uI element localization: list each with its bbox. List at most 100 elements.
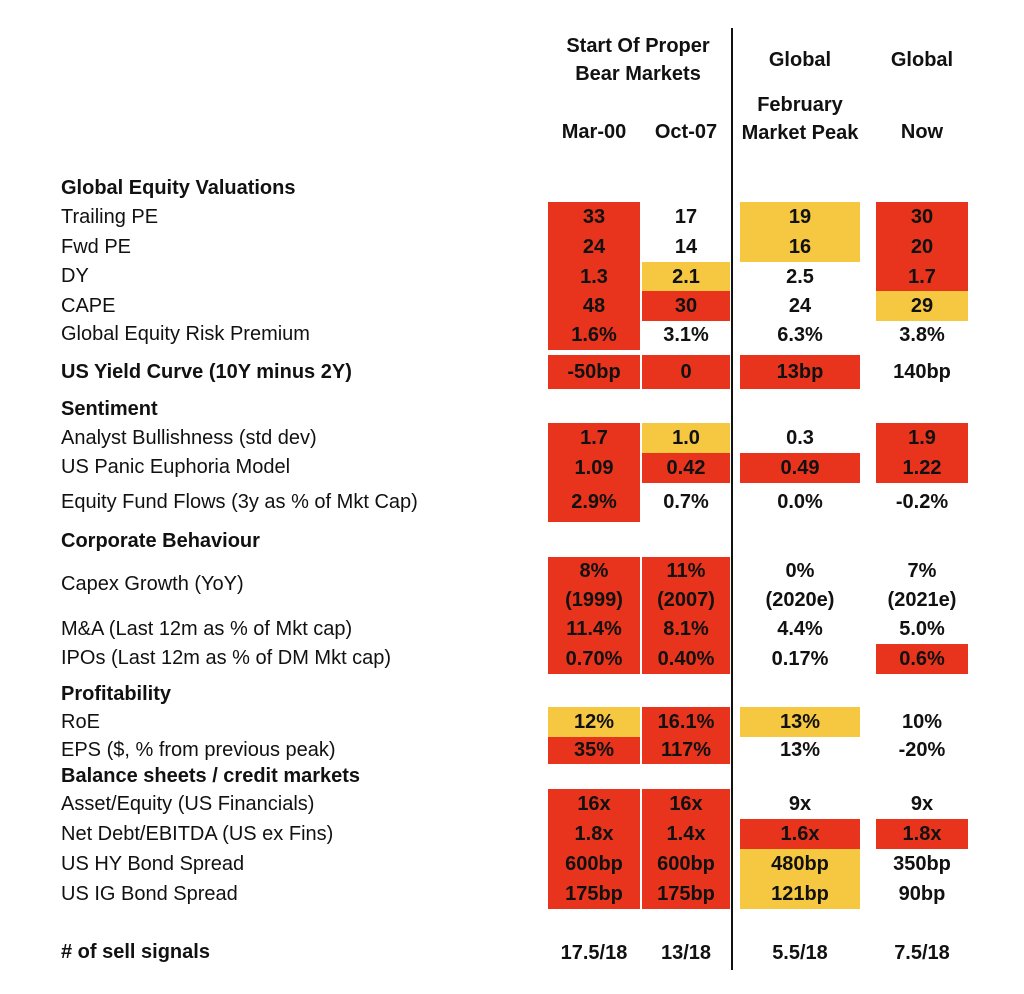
dy-cell-0: 1.3 bbox=[548, 262, 640, 292]
fund-flows-cell-3: -0.2% bbox=[895, 491, 949, 513]
section-valuations: Global Equity Valuations bbox=[61, 177, 296, 199]
section-sentiment: Sentiment bbox=[61, 398, 158, 420]
analyst-cell-2: 0.3 bbox=[786, 426, 814, 449]
roe-cell-3: 10% bbox=[901, 710, 943, 733]
header-group-global-2: Global bbox=[890, 49, 954, 71]
panic-cell-2: 0.49 bbox=[740, 453, 860, 483]
cell-subvalue: (1999) bbox=[565, 589, 623, 611]
capex-cell-1: 11% (2007) bbox=[642, 557, 730, 615]
analyst-cell-3: 1.9 bbox=[876, 423, 968, 453]
row-label: US Panic Euphoria Model bbox=[61, 456, 291, 478]
yield-curve-cell-3: 140bp bbox=[893, 360, 951, 383]
capex-cell-3: 7% (2021e) bbox=[876, 557, 968, 615]
cape-cell-2: 24 bbox=[788, 294, 812, 317]
ma-cell-1: 8.1% bbox=[642, 615, 730, 644]
analyst-cell-1: 1.0 bbox=[642, 423, 730, 453]
trailing-pe-cell-1: 17 bbox=[674, 205, 698, 228]
dy-cell-3: 1.7 bbox=[876, 262, 968, 292]
row-label: Net Debt/EBITDA (US ex Fins) bbox=[61, 823, 334, 845]
cell-value: 8% bbox=[579, 560, 609, 582]
erp-cell-2: 6.3% bbox=[777, 323, 823, 346]
sell-signals-cell-0: 17.5/18 bbox=[560, 941, 628, 964]
sell-signals-cell-1: 13/18 bbox=[660, 941, 712, 964]
cell-value: 7% bbox=[907, 560, 937, 582]
row-label: Capex Growth (YoY) bbox=[61, 573, 244, 595]
eps-cell-2: 13% bbox=[779, 739, 821, 761]
row-label: Equity Fund Flows (3y as % of Mkt Cap) bbox=[61, 491, 418, 513]
row-label: DY bbox=[61, 265, 89, 287]
header-col-feb-peak: February Market Peak bbox=[741, 94, 859, 144]
cape-cell-0: 48 bbox=[548, 291, 640, 321]
ipos-cell-0: 0.70% bbox=[548, 644, 640, 674]
fwd-pe-cell-1: 14 bbox=[674, 235, 698, 258]
row-label: Global Equity Risk Premium bbox=[61, 323, 310, 345]
eps-cell-0: 35% bbox=[548, 737, 640, 764]
cell-subvalue: (2007) bbox=[657, 589, 715, 611]
row-label: US HY Bond Spread bbox=[61, 853, 245, 875]
roe-cell-0: 12% bbox=[548, 707, 640, 737]
capex-cell-2: 0% (2020e) bbox=[740, 557, 860, 615]
roe-cell-1: 16.1% bbox=[642, 707, 730, 737]
row-label: Analyst Bullishness (std dev) bbox=[61, 427, 317, 449]
hy-spread-cell-2: 480bp bbox=[740, 849, 860, 879]
row-label: US IG Bond Spread bbox=[61, 883, 238, 905]
ipos-cell-3: 0.6% bbox=[876, 644, 968, 674]
column-divider bbox=[731, 28, 733, 970]
cape-cell-3: 29 bbox=[876, 291, 968, 321]
roe-cell-2: 13% bbox=[740, 707, 860, 737]
section-corporate: Corporate Behaviour bbox=[61, 530, 260, 552]
row-label: Trailing PE bbox=[61, 206, 159, 228]
header-col-now: Now bbox=[900, 121, 944, 143]
cell-subvalue: (2021e) bbox=[887, 589, 957, 611]
section-balance-sheets: Balance sheets / credit markets bbox=[61, 765, 361, 787]
fund-flows-cell-0: 2.9% bbox=[548, 483, 640, 522]
eps-cell-1: 117% bbox=[642, 737, 730, 764]
erp-cell-0: 1.6% bbox=[548, 320, 640, 350]
ma-cell-2: 4.4% bbox=[777, 618, 823, 640]
cell-value: 0% bbox=[785, 560, 815, 582]
fwd-pe-cell-2: 16 bbox=[740, 232, 860, 262]
sell-signals-cell-3: 7.5/18 bbox=[894, 941, 950, 964]
asset-equity-cell-2: 9x bbox=[788, 792, 812, 815]
asset-equity-cell-0: 16x bbox=[548, 789, 640, 819]
yield-curve-cell-0: -50bp bbox=[548, 355, 640, 389]
trailing-pe-cell-0: 33 bbox=[548, 202, 640, 232]
net-debt-cell-1: 1.4x bbox=[642, 819, 730, 849]
asset-equity-cell-3: 9x bbox=[910, 792, 934, 815]
fund-flows-cell-2: 0.0% bbox=[777, 491, 823, 513]
row-label: Fwd PE bbox=[61, 236, 132, 258]
yield-curve-cell-2: 13bp bbox=[740, 355, 860, 389]
asset-equity-cell-1: 16x bbox=[642, 789, 730, 819]
trailing-pe-cell-3: 30 bbox=[876, 202, 968, 232]
sell-signals-cell-2: 5.5/18 bbox=[772, 941, 828, 964]
row-label: US Yield Curve (10Y minus 2Y) bbox=[61, 361, 352, 383]
row-label: M&A (Last 12m as % of Mkt cap) bbox=[61, 618, 353, 640]
row-label: EPS ($, % from previous peak) bbox=[61, 739, 336, 761]
fwd-pe-cell-0: 24 bbox=[548, 232, 640, 262]
analyst-cell-0: 1.7 bbox=[548, 423, 640, 453]
net-debt-cell-3: 1.8x bbox=[876, 819, 968, 849]
panic-cell-0: 1.09 bbox=[548, 453, 640, 483]
row-label: RoE bbox=[61, 711, 100, 733]
eps-cell-3: -20% bbox=[898, 739, 946, 761]
trailing-pe-cell-2: 19 bbox=[740, 202, 860, 232]
hy-spread-cell-3: 350bp bbox=[893, 852, 951, 875]
net-debt-cell-0: 1.8x bbox=[548, 819, 640, 849]
ig-spread-cell-3: 90bp bbox=[898, 882, 946, 905]
cape-cell-1: 30 bbox=[642, 291, 730, 321]
fund-flows-cell-1: 0.7% bbox=[663, 491, 709, 513]
section-profitability: Profitability bbox=[61, 683, 172, 705]
ig-spread-cell-2: 121bp bbox=[740, 879, 860, 909]
row-label: CAPE bbox=[61, 295, 116, 317]
panic-cell-3: 1.22 bbox=[876, 453, 968, 483]
header-group-global-1: Global bbox=[768, 49, 832, 71]
erp-cell-1: 3.1% bbox=[663, 323, 709, 346]
ipos-cell-2: 0.17% bbox=[771, 647, 829, 670]
header-group-bear: Start Of Proper Bear Markets bbox=[566, 35, 710, 85]
dy-cell-1: 2.1 bbox=[642, 262, 730, 292]
fwd-pe-cell-3: 20 bbox=[876, 232, 968, 262]
cell-value: 11% bbox=[666, 560, 706, 582]
ma-cell-3: 5.0% bbox=[899, 618, 945, 640]
ma-cell-0: 11.4% bbox=[548, 615, 640, 644]
row-label: Asset/Equity (US Financials) bbox=[61, 793, 315, 815]
